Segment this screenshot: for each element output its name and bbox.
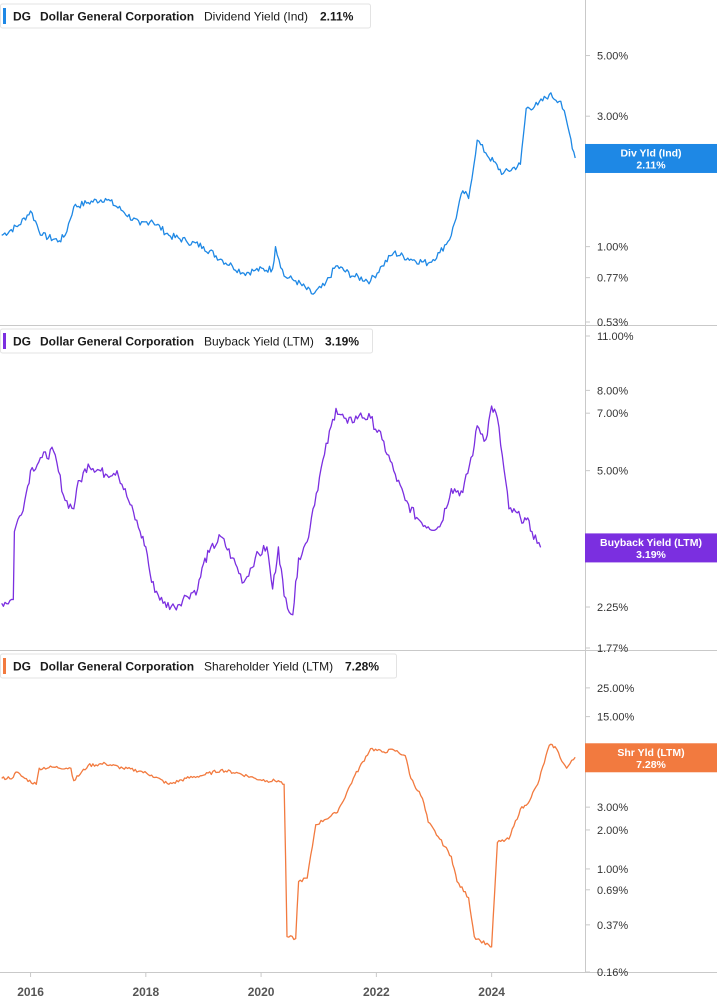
value-badge-label: Div Yld (Ind) xyxy=(620,147,681,159)
y-tick-label: 3.00% xyxy=(597,802,628,814)
y-tick-label: 8.00% xyxy=(597,385,628,397)
y-tick-label: 5.00% xyxy=(597,51,628,63)
legend-current-value: 3.19% xyxy=(325,335,359,349)
legend-ticker: DG xyxy=(13,660,31,674)
y-tick: 5.00% xyxy=(585,466,628,478)
x-tick: 2024 xyxy=(478,972,505,999)
legend-metric: Buyback Yield (LTM) xyxy=(204,335,314,349)
y-tick: 1.00% xyxy=(585,864,628,876)
y-tick: 11.00% xyxy=(585,331,634,343)
legend-company: Dollar General Corporation xyxy=(40,10,194,24)
y-tick: 2.25% xyxy=(585,602,628,614)
y-tick: 1.77% xyxy=(585,643,628,655)
value-badge-value: 3.19% xyxy=(636,549,666,561)
legend-box xyxy=(0,3,371,29)
x-tick-label: 2024 xyxy=(478,985,505,999)
legend-box xyxy=(0,653,397,679)
legend: DG Dollar General Corporation Shareholder … xyxy=(0,653,397,679)
y-tick: 1.00% xyxy=(585,242,628,254)
y-tick-label: 11.00% xyxy=(597,331,634,343)
y-tick: 5.00% xyxy=(585,51,628,63)
y-tick-label: 1.00% xyxy=(597,864,628,876)
value-badge-label: Shr Yld (LTM) xyxy=(617,747,684,759)
legend-current-value: 7.28% xyxy=(345,660,379,674)
legend-ticker: DG xyxy=(13,335,31,349)
legend-metric: Dividend Yield (Ind) xyxy=(204,10,308,24)
legend-metric: Shareholder Yield (LTM) xyxy=(204,660,333,674)
x-tick: 2016 xyxy=(17,972,44,999)
x-tick: 2018 xyxy=(132,972,159,999)
value-badge-box xyxy=(585,533,717,563)
y-tick-label: 2.25% xyxy=(597,602,628,614)
legend-current-value: 2.11% xyxy=(320,10,354,24)
x-tick-label: 2022 xyxy=(363,985,390,999)
series-line xyxy=(1,743,576,948)
y-tick-label: 0.16% xyxy=(597,967,628,979)
series-line xyxy=(1,405,542,616)
y-tick-label: 15.00% xyxy=(597,712,635,724)
legend-swatch xyxy=(3,8,6,24)
y-tick-label: 0.77% xyxy=(597,273,628,285)
value-badge-value: 7.28% xyxy=(636,759,666,771)
y-tick: 3.00% xyxy=(585,111,628,123)
legend-swatch xyxy=(3,333,6,349)
y-tick: 0.69% xyxy=(585,885,628,897)
legend: DG Dollar General Corporation Buyback Yiel… xyxy=(0,328,373,354)
y-tick-label: 1.00% xyxy=(597,242,628,254)
panel-2: 11.00% 8.00% 7.00% 5.00% 2.25% 1.77% DG Dollar … xyxy=(0,328,717,655)
y-tick-label: 0.69% xyxy=(597,885,628,897)
value-badge-box xyxy=(585,143,717,173)
y-tick-label: 5.00% xyxy=(597,466,628,478)
legend-swatch xyxy=(3,658,6,674)
x-tick-label: 2020 xyxy=(248,985,275,999)
y-tick-label: 25.00% xyxy=(597,683,635,695)
x-tick: 2022 xyxy=(363,972,390,999)
panel-3: 25.00% 15.00% 3.00% 2.00% 1.00% 0.69% 0.37% 0.1… xyxy=(0,653,717,979)
series-line xyxy=(1,92,576,295)
y-tick: 0.16% xyxy=(585,967,628,979)
y-tick: 25.00% xyxy=(585,683,635,695)
legend: DG Dollar General Corporation Dividend Yie… xyxy=(0,3,371,29)
y-tick: 2.00% xyxy=(585,825,628,837)
y-tick-label: 0.53% xyxy=(597,317,628,329)
value-badge-label: Buyback Yield (LTM) xyxy=(600,537,702,549)
y-tick-label: 7.00% xyxy=(597,408,628,420)
y-tick-label: 3.00% xyxy=(597,111,628,123)
y-tick-label: 2.00% xyxy=(597,825,628,837)
y-tick: 8.00% xyxy=(585,385,628,397)
legend-ticker: DG xyxy=(13,10,31,24)
y-tick: 0.37% xyxy=(585,920,628,932)
y-tick: 7.00% xyxy=(585,408,628,420)
value-badge: Div Yld (Ind)2.11% xyxy=(585,143,717,173)
chart-panels: 5.00% 3.00% 2.00% 1.00% 0.77% 0.53% DG Dollar G… xyxy=(0,3,717,979)
value-badge-box xyxy=(585,743,717,773)
legend-box xyxy=(0,328,373,354)
x-tick: 2020 xyxy=(248,972,275,999)
legend-company: Dollar General Corporation xyxy=(40,335,194,349)
y-tick: 0.53% xyxy=(585,317,628,329)
y-tick: 3.00% xyxy=(585,802,628,814)
value-badge: Buyback Yield (LTM)3.19% xyxy=(585,533,717,563)
x-axis: 2016 2018 2020 2022 2024 xyxy=(17,972,505,999)
legend-company: Dollar General Corporation xyxy=(40,660,194,674)
y-tick-label: 1.77% xyxy=(597,643,628,655)
value-badge: Shr Yld (LTM)7.28% xyxy=(585,743,717,773)
y-tick: 15.00% xyxy=(585,712,635,724)
value-badge-value: 2.11% xyxy=(636,159,666,171)
x-tick-label: 2016 xyxy=(17,985,44,999)
x-tick-label: 2018 xyxy=(132,985,159,999)
y-tick-label: 0.37% xyxy=(597,920,628,932)
y-tick: 0.77% xyxy=(585,273,628,285)
